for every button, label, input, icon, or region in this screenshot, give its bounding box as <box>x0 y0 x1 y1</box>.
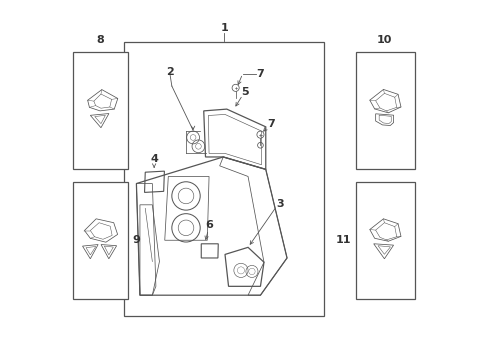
Text: 4: 4 <box>150 154 158 165</box>
Text: 9: 9 <box>132 235 140 244</box>
Text: 10: 10 <box>376 35 391 45</box>
Text: 11: 11 <box>335 235 351 244</box>
Text: 7: 7 <box>266 119 274 129</box>
Bar <box>124 42 324 316</box>
Bar <box>355 53 414 169</box>
Text: 3: 3 <box>276 199 283 209</box>
Text: 1: 1 <box>220 23 228 33</box>
Bar <box>72 182 127 299</box>
Text: 6: 6 <box>204 220 213 230</box>
Text: 7: 7 <box>255 69 263 79</box>
Bar <box>72 53 127 169</box>
Bar <box>355 182 414 299</box>
Text: 2: 2 <box>166 67 174 77</box>
Text: 8: 8 <box>96 35 103 45</box>
Text: 5: 5 <box>241 87 248 97</box>
